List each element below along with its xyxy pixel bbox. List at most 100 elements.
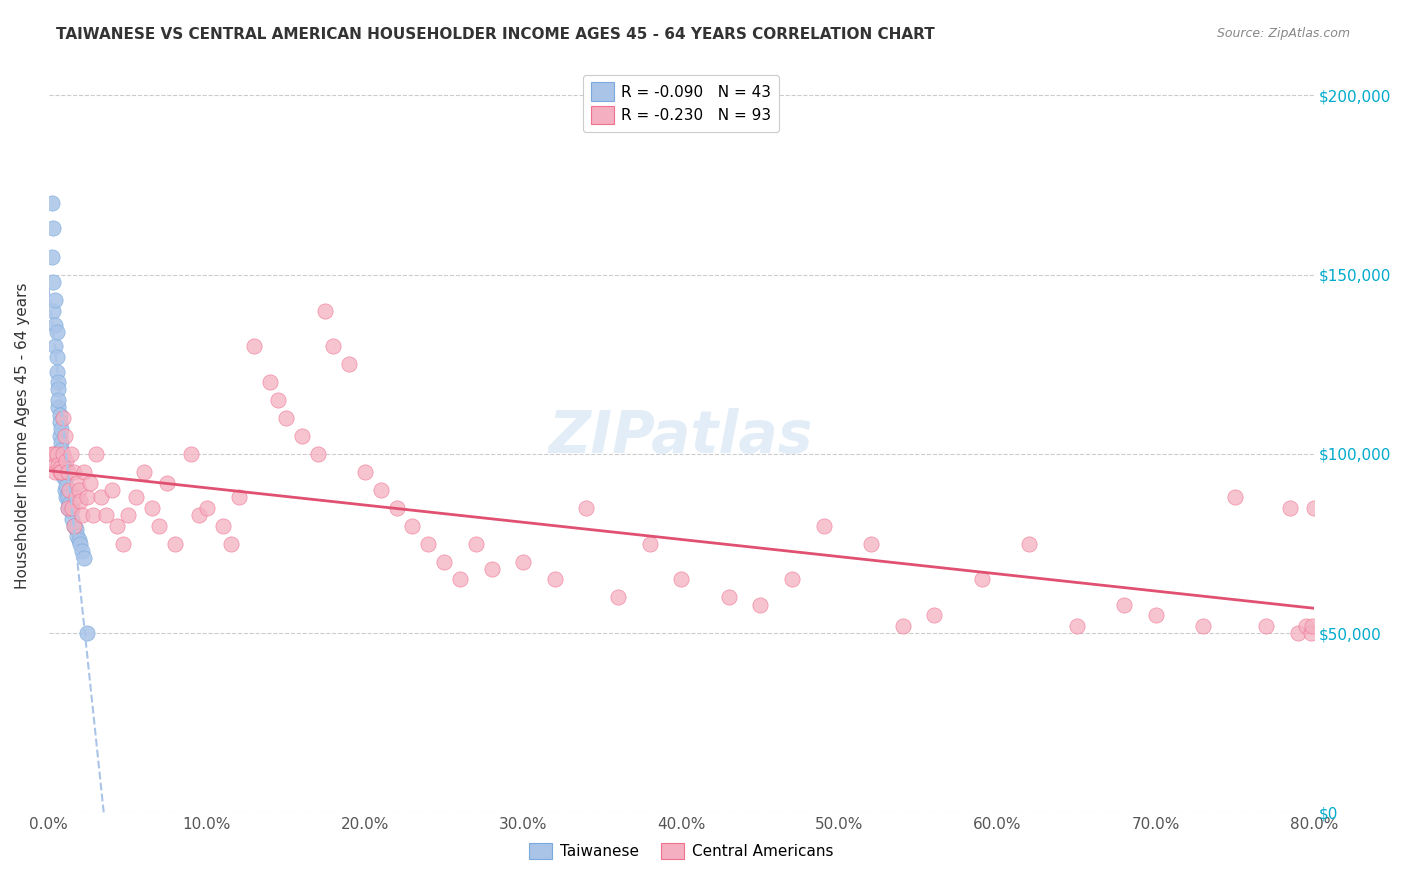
Point [101, 483, 124, 497]
Point [1286, 626, 1309, 640]
Point [55, 479, 77, 493]
Point [52, 411, 75, 425]
Point [62, 500, 84, 515]
Point [105, 518, 128, 533]
Point [259, 376, 281, 390]
Point [52, 450, 75, 465]
Point [195, 500, 218, 515]
Point [1299, 626, 1322, 640]
Point [42, 303, 65, 318]
Point [1066, 619, 1088, 633]
Point [52, 447, 75, 461]
Point [464, 536, 486, 550]
Point [56, 465, 79, 479]
Point [44, 339, 66, 353]
Point [165, 536, 187, 550]
Point [433, 555, 456, 569]
Point [922, 608, 945, 623]
Point [385, 500, 408, 515]
Point [56, 500, 79, 515]
Point [274, 411, 297, 425]
Point [66, 529, 89, 543]
Point [267, 393, 290, 408]
Point [67, 533, 90, 547]
Legend: R = -0.090   N = 43, R = -0.230   N = 93: R = -0.090 N = 43, R = -0.230 N = 93 [583, 75, 779, 132]
Point [59, 504, 82, 518]
Point [46, 376, 69, 390]
Point [49, 408, 72, 422]
Point [51, 465, 73, 479]
Point [314, 303, 336, 318]
Point [141, 500, 163, 515]
Point [65, 522, 87, 536]
Point [42, 275, 65, 289]
Point [148, 518, 170, 533]
Point [62, 511, 84, 525]
Point [53, 461, 76, 475]
Point [70, 508, 93, 522]
Point [51, 422, 73, 436]
Point [211, 518, 233, 533]
Point [51, 436, 73, 450]
Point [59, 447, 82, 461]
Y-axis label: Householder Income Ages 45 - 64 years: Householder Income Ages 45 - 64 years [15, 283, 30, 590]
Point [58, 497, 80, 511]
Point [45, 350, 67, 364]
Point [575, 500, 598, 515]
Point [41, 196, 63, 211]
Point [69, 536, 91, 550]
Point [228, 490, 250, 504]
Point [53, 472, 76, 486]
Point [638, 536, 661, 550]
Point [79, 475, 101, 490]
Point [125, 490, 148, 504]
Point [813, 518, 835, 533]
Point [94, 508, 117, 522]
Point [53, 483, 76, 497]
Point [481, 562, 503, 576]
Point [41, 250, 63, 264]
Point [52, 458, 75, 472]
Point [243, 339, 266, 353]
Point [45, 325, 67, 339]
Point [780, 573, 803, 587]
Point [82, 508, 104, 522]
Point [1256, 619, 1278, 633]
Point [42, 221, 65, 235]
Point [52, 468, 75, 483]
Point [370, 483, 392, 497]
Point [337, 357, 360, 371]
Point [63, 518, 86, 533]
Point [49, 461, 72, 475]
Point [72, 551, 94, 566]
Point [46, 393, 69, 408]
Point [291, 429, 314, 443]
Point [1301, 619, 1323, 633]
Point [84, 447, 107, 461]
Point [354, 465, 377, 479]
Text: TAIWANESE VS CENTRAL AMERICAN HOUSEHOLDER INCOME AGES 45 - 64 YEARS CORRELATION : TAIWANESE VS CENTRAL AMERICAN HOUSEHOLDE… [56, 27, 935, 42]
Point [44, 465, 66, 479]
Point [56, 490, 79, 504]
Point [44, 458, 66, 472]
Point [49, 465, 72, 479]
Point [90, 490, 112, 504]
Point [180, 447, 202, 461]
Point [45, 365, 67, 379]
Point [49, 415, 72, 429]
Point [156, 475, 179, 490]
Point [63, 518, 86, 533]
Point [53, 429, 76, 443]
Point [1302, 500, 1324, 515]
Point [76, 490, 98, 504]
Point [1223, 490, 1246, 504]
Point [1112, 598, 1135, 612]
Point [1144, 608, 1167, 623]
Point [69, 493, 91, 508]
Point [607, 591, 630, 605]
Point [401, 518, 423, 533]
Point [42, 447, 65, 461]
Text: Source: ZipAtlas.com: Source: ZipAtlas.com [1216, 27, 1350, 40]
Point [418, 536, 440, 550]
Point [1279, 500, 1302, 515]
